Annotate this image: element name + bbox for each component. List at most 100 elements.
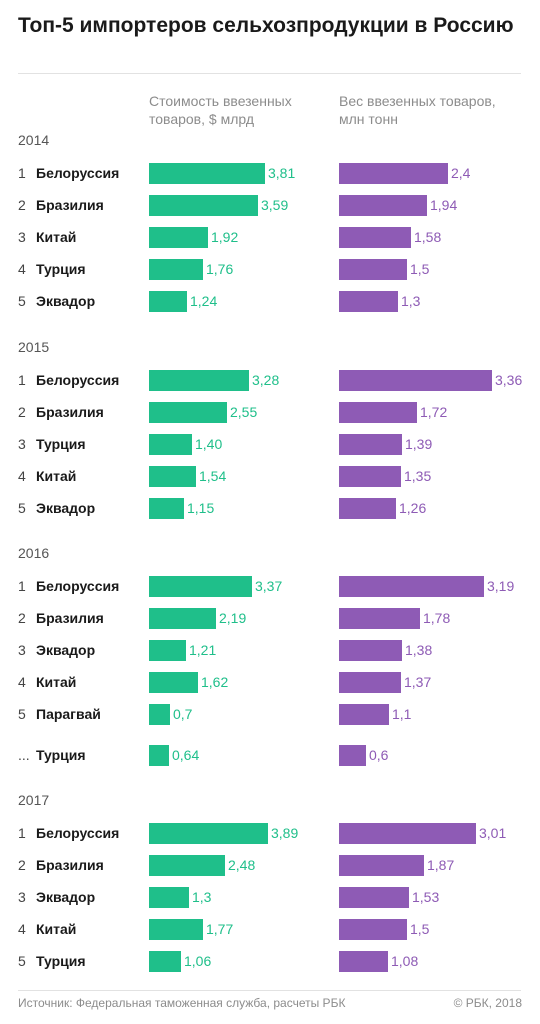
rank-label: 2	[18, 610, 26, 626]
title-divider	[18, 73, 521, 74]
weight-bar	[339, 163, 448, 184]
country-label: Бразилия	[36, 197, 104, 213]
rank-label: 3	[18, 436, 26, 452]
weight-data-label: 0,6	[369, 747, 389, 763]
value-data-label: 1,92	[211, 229, 239, 245]
value-data-label: 1,21	[189, 642, 217, 658]
value-bar	[149, 887, 189, 908]
value-data-label: 1,54	[199, 468, 227, 484]
weight-data-label: 1,37	[404, 674, 432, 690]
value-bar	[149, 855, 225, 876]
weight-data-label: 1,38	[405, 642, 433, 658]
rank-label: 3	[18, 889, 26, 905]
weight-bar	[339, 259, 407, 280]
value-bar	[149, 498, 184, 519]
value-bar	[149, 608, 216, 629]
country-label: Бразилия	[36, 610, 104, 626]
weight-data-label: 1,78	[423, 610, 451, 626]
value-bar	[149, 259, 203, 280]
year-label: 2015	[18, 339, 50, 355]
value-data-label: 1,24	[190, 293, 218, 309]
weight-data-label: 1,5	[410, 921, 430, 937]
year-label: 2014	[18, 132, 50, 148]
weight-bar	[339, 576, 484, 597]
country-label: Белоруссия	[36, 165, 120, 181]
country-label: Турция	[36, 436, 86, 452]
weight-data-label: 1,1	[392, 706, 412, 722]
value-bar	[149, 434, 192, 455]
weight-data-label: 3,36	[495, 372, 523, 388]
value-data-label: 1,06	[184, 953, 212, 969]
value-bar	[149, 951, 181, 972]
country-label: Эквадор	[36, 293, 96, 309]
weight-bar	[339, 745, 366, 766]
rank-label: 3	[18, 642, 26, 658]
value-data-label: 2,19	[219, 610, 247, 626]
weight-data-label: 1,3	[401, 293, 421, 309]
rank-label: 1	[18, 825, 26, 841]
value-data-label: 0,7	[173, 706, 193, 722]
value-bar	[149, 402, 227, 423]
rank-label: 2	[18, 197, 26, 213]
country-label: Эквадор	[36, 500, 96, 516]
weight-bar	[339, 291, 398, 312]
country-label: Бразилия	[36, 857, 104, 873]
weight-bar	[339, 823, 476, 844]
weight-bar	[339, 498, 396, 519]
weight-data-label: 1,87	[427, 857, 455, 873]
rank-label: 1	[18, 578, 26, 594]
weight-data-label: 1,08	[391, 953, 419, 969]
weight-data-label: 1,94	[430, 197, 458, 213]
country-label: Турция	[36, 747, 86, 763]
value-data-label: 2,55	[230, 404, 258, 420]
value-data-label: 2,48	[228, 857, 256, 873]
weight-bar	[339, 704, 389, 725]
value-bar	[149, 704, 170, 725]
value-bar	[149, 370, 249, 391]
weight-bar	[339, 402, 417, 423]
weight-data-label: 3,19	[487, 578, 515, 594]
weight-bar	[339, 434, 402, 455]
value-data-label: 1,3	[192, 889, 212, 905]
value-data-label: 3,28	[252, 372, 280, 388]
year-label: 2017	[18, 792, 50, 808]
weight-bar	[339, 640, 402, 661]
value-data-label: 1,76	[206, 261, 234, 277]
value-column-header: Стоимость ввезенных товаров, $ млрд	[149, 93, 292, 127]
value-bar	[149, 745, 169, 766]
value-data-label: 1,62	[201, 674, 229, 690]
country-label: Эквадор	[36, 642, 96, 658]
rank-label: 1	[18, 165, 26, 181]
value-bar	[149, 576, 252, 597]
country-label: Китай	[36, 921, 77, 937]
value-bar	[149, 195, 258, 216]
weight-data-label: 1,35	[404, 468, 432, 484]
rank-label: 4	[18, 921, 26, 937]
country-label: Парагвай	[36, 706, 101, 722]
country-label: Белоруссия	[36, 578, 120, 594]
rank-label: 2	[18, 404, 26, 420]
year-label: 2016	[18, 545, 50, 561]
country-label: Китай	[36, 468, 77, 484]
weight-bar	[339, 919, 407, 940]
weight-bar	[339, 370, 492, 391]
chart-title: Топ-5 импортеров сельхозпродукции в Росс…	[18, 14, 514, 37]
rank-label: 2	[18, 857, 26, 873]
weight-bar	[339, 672, 401, 693]
weight-bar	[339, 887, 409, 908]
country-label: Китай	[36, 674, 77, 690]
value-data-label: 3,89	[271, 825, 299, 841]
rank-label: ...	[18, 747, 30, 763]
weight-data-label: 1,26	[399, 500, 427, 516]
value-bar	[149, 466, 196, 487]
value-bar	[149, 919, 203, 940]
source-note: Источник: Федеральная таможенная служба,…	[18, 996, 346, 1010]
value-bar	[149, 823, 268, 844]
rank-label: 5	[18, 293, 26, 309]
value-bar	[149, 163, 265, 184]
country-label: Белоруссия	[36, 825, 120, 841]
weight-data-label: 1,5	[410, 261, 430, 277]
weight-column-header: Вес ввезенных товаров, млн тонн	[339, 93, 496, 127]
weight-bar	[339, 951, 388, 972]
country-label: Эквадор	[36, 889, 96, 905]
